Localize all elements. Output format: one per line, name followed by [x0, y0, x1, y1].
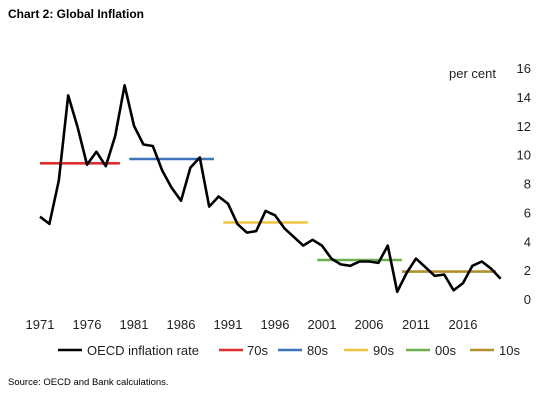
x-tick-label: 2001: [308, 317, 337, 332]
x-tick-label: 1991: [214, 317, 243, 332]
legend-item-10s: 10s: [470, 343, 520, 358]
y-tick-label: 0: [524, 292, 531, 307]
x-tick-label: 2016: [449, 317, 478, 332]
y-tick-label: 6: [524, 205, 531, 220]
y-tick-label: 10: [517, 148, 531, 163]
legend-item-90s: 90s: [344, 343, 394, 358]
x-tick-label: 2011: [402, 317, 430, 332]
legend-item-80s: 80s: [278, 343, 328, 358]
x-tick-label: 1976: [73, 317, 102, 332]
legend-label: 90s: [373, 343, 394, 358]
chart-title: Chart 2: Global Inflation: [8, 7, 145, 21]
legend-label: 80s: [307, 343, 328, 358]
legend-item-70s: 70s: [219, 343, 268, 358]
source-note: Source: OECD and Bank calculations.: [8, 377, 169, 388]
x-tick-label: 2006: [355, 317, 384, 332]
legend-label: 10s: [499, 343, 520, 358]
legend-item-oecd-inflation-rate: OECD inflation rate: [58, 343, 199, 358]
y-tick-label: 4: [524, 234, 531, 249]
y-tick-label: 14: [517, 90, 531, 105]
legend-label: 70s: [247, 343, 268, 358]
legend-label: OECD inflation rate: [87, 343, 199, 358]
x-tick-label: 1986: [167, 317, 196, 332]
x-tick-label: 1981: [120, 317, 149, 332]
legend-item-00s: 00s: [406, 343, 456, 358]
y-tick-label: 8: [524, 177, 531, 192]
y-tick-label: 2: [524, 263, 531, 278]
x-tick-label: 1996: [261, 317, 290, 332]
y-unit-label: per cent: [449, 66, 496, 81]
y-tick-label: 12: [517, 119, 531, 134]
series-line-oecd-inflation-rate: [39, 84, 502, 294]
x-tick-label: 1971: [26, 317, 55, 332]
legend-label: 00s: [435, 343, 456, 358]
y-tick-label: 16: [517, 61, 531, 76]
